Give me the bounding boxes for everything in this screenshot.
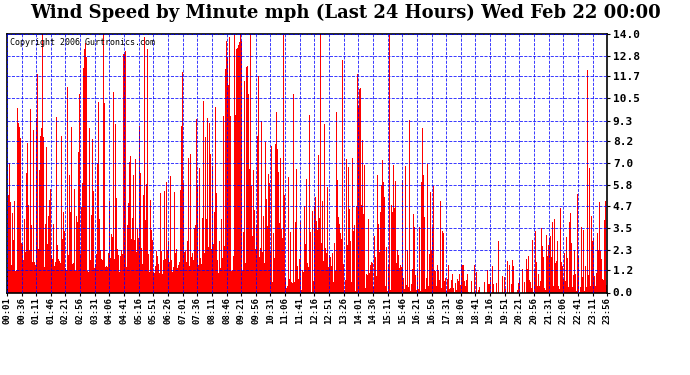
Text: Wind Speed by Minute mph (Last 24 Hours) Wed Feb 22 00:00: Wind Speed by Minute mph (Last 24 Hours)… — [30, 4, 660, 22]
Text: Copyright 2006 Gurtronics.com: Copyright 2006 Gurtronics.com — [10, 38, 155, 46]
